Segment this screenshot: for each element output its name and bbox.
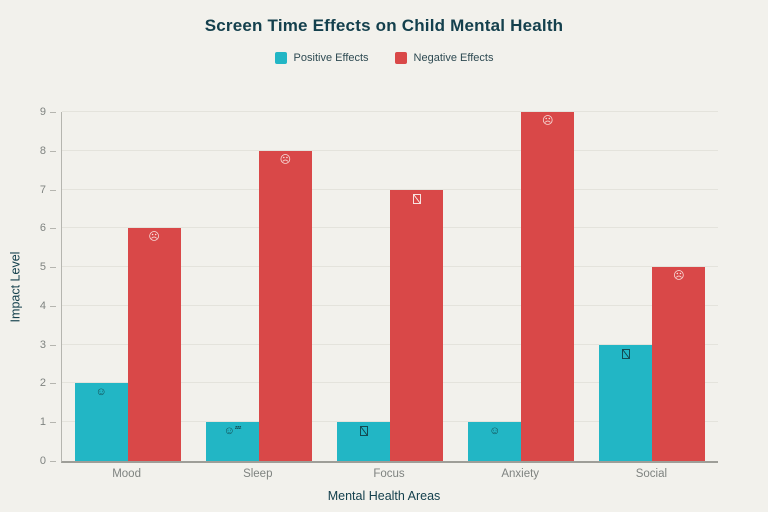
legend-label: Negative Effects xyxy=(413,52,494,64)
legend-label: Positive Effects xyxy=(293,52,369,64)
y-tick-mark xyxy=(50,112,56,113)
y-tick-label: 4 xyxy=(39,299,46,312)
bar-negative-social[interactable]: ☹ xyxy=(652,267,706,461)
gridline xyxy=(62,188,718,190)
gridline xyxy=(62,149,718,151)
smiling-face-icon: ☺ xyxy=(95,386,107,399)
y-tick-mark xyxy=(50,344,56,346)
y-tick-label: 9 xyxy=(39,106,46,118)
missing-glyph-icon xyxy=(390,193,443,207)
bar-negative-anxiety[interactable]: ☹ xyxy=(521,112,575,461)
sleeping-face-icon: ☺zzz xyxy=(223,425,242,438)
y-tick-label: 6 xyxy=(39,222,46,235)
x-tick-label-anxiety: Anxiety xyxy=(501,468,540,480)
legend-item-positive[interactable]: Positive Effects xyxy=(274,52,369,64)
x-tick-label-focus: Focus xyxy=(373,468,405,480)
weary-face-icon: ☹ xyxy=(279,153,292,166)
legend-item-negative[interactable]: Negative Effects xyxy=(394,52,494,64)
y-tick-mark xyxy=(50,305,56,307)
crying-face-icon: ☹ xyxy=(148,231,160,244)
y-tick-mark xyxy=(50,189,56,191)
y-tick-mark xyxy=(50,461,56,462)
y-tick-mark xyxy=(50,228,56,230)
missing-glyph-icon xyxy=(337,426,390,439)
x-tick-label-social: Social xyxy=(635,468,668,480)
y-axis: 0 1 2 3 4 5 6 7 8 9 xyxy=(0,106,61,467)
bar-negative-mood[interactable]: ☹ xyxy=(127,228,181,461)
legend-swatch xyxy=(394,52,407,64)
bar-positive-anxiety[interactable]: ☺ xyxy=(468,422,522,461)
legend-swatch xyxy=(274,52,287,64)
bar-positive-sleep[interactable]: ☺zzz xyxy=(205,422,259,461)
missing-glyph-icon xyxy=(599,348,652,362)
x-axis-title: Mental Health Areas xyxy=(327,489,441,503)
bar-negative-focus[interactable] xyxy=(390,189,443,461)
bar-positive-social[interactable] xyxy=(599,344,653,461)
y-tick-label: 3 xyxy=(39,338,46,351)
y-tick-label: 8 xyxy=(39,144,46,157)
y-tick-label: 1 xyxy=(39,416,46,429)
plot-area: ☺ ☺zzz ☺ ☹ ☹ ☹ ☹ xyxy=(61,111,718,463)
bar-negative-sleep[interactable]: ☹ xyxy=(258,150,312,461)
y-tick-label: 7 xyxy=(39,183,46,196)
x-axis: Mood Sleep Focus Anxiety Social xyxy=(61,467,717,481)
y-tick-mark xyxy=(50,422,56,424)
expressionless-face-icon: ☹ xyxy=(673,270,685,283)
bar-positive-mood[interactable]: ☺ xyxy=(74,383,128,461)
bar-positive-focus[interactable] xyxy=(337,422,390,461)
y-tick-mark xyxy=(50,267,56,269)
y-tick-mark xyxy=(50,150,56,152)
gridline xyxy=(62,111,718,112)
y-tick-label: 5 xyxy=(39,261,46,274)
chart-title: Screen Time Effects on Child Mental Heal… xyxy=(204,16,564,35)
fearful-face-icon: ☹ xyxy=(541,115,554,127)
y-tick-label: 0 xyxy=(39,455,46,467)
smiling-face-icon: ☺ xyxy=(489,425,501,438)
x-tick-label-sleep: Sleep xyxy=(243,468,273,480)
y-tick-label: 2 xyxy=(39,377,46,390)
legend: Positive Effects Negative Effects xyxy=(0,52,768,64)
y-tick-mark xyxy=(50,383,56,385)
x-tick-label-mood: Mood xyxy=(112,468,141,480)
